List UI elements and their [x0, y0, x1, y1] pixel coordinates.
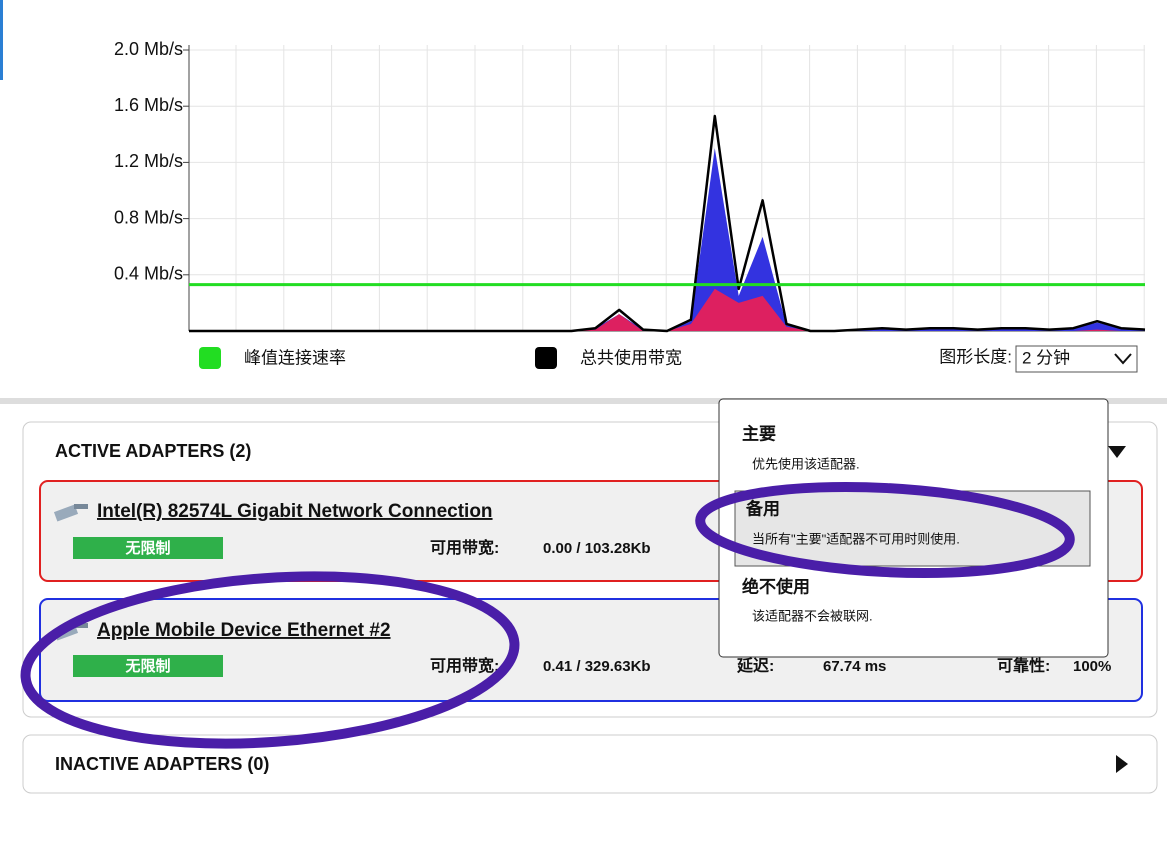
y-tick-label: 1.6 Mb/s [114, 95, 183, 115]
menu-option-desc: 优先使用该适配器. [752, 456, 860, 471]
limit-text: 无限制 [124, 657, 170, 675]
annotation-circle [20, 571, 520, 749]
graph-length-value: 2 分钟 [1022, 348, 1070, 367]
adapter-icon [53, 504, 88, 522]
adapter-name[interactable]: Apple Mobile Device Ethernet #2 [97, 620, 391, 641]
graph-length-select[interactable] [1015, 345, 1138, 373]
menu-option-highlight[interactable] [734, 490, 1091, 567]
adapter-name[interactable]: Intel(R) 82574L Gigabit Network Connecti… [97, 501, 493, 522]
bandwidth-value: 0.00 / 103.28Kb [543, 540, 651, 557]
menu-option-title[interactable]: 备用 [745, 498, 780, 518]
reliability-label: 可靠性: [997, 656, 1050, 675]
legend-label: 总共使用带宽 [580, 347, 682, 367]
area [189, 148, 1145, 331]
select-chevron [1114, 353, 1132, 365]
y-tick-label: 0.8 Mb/s [114, 207, 183, 227]
expand-arrow[interactable] [1116, 755, 1128, 773]
legend: 峰值连接速率 总共使用带宽 [199, 347, 682, 369]
latency-label: 延迟: [736, 656, 774, 675]
bandwidth-value: 0.41 / 329.63Kb [543, 658, 651, 675]
collapse-arrow[interactable] [1108, 446, 1126, 458]
menu-option-title[interactable]: 绝不使用 [742, 576, 810, 596]
menu-option-title[interactable]: 主要 [742, 423, 776, 443]
y-tick-label: 1.2 Mb/s [114, 151, 183, 171]
window-edge [0, 0, 3, 80]
latency-value: 67.74 ms [823, 658, 886, 675]
limit-text: 无限制 [124, 539, 170, 557]
legend-swatch [199, 347, 221, 369]
y-tick-label: 0.4 Mb/s [114, 264, 183, 284]
menu-option-desc: 该适配器不会被联网. [752, 608, 873, 623]
limit-badge[interactable] [73, 655, 223, 677]
annotation-circle [695, 481, 1075, 579]
limit-badge[interactable] [73, 537, 223, 559]
bandwidth-chart: 0.4 Mb/s 0.8 Mb/s 1.2 Mb/s 1.6 Mb/s 2.0 Mb/s [114, 39, 1146, 333]
inactive-title[interactable]: INACTIVE ADAPTERS (0) [55, 754, 269, 774]
legend-label: 峰值连接速率 [244, 348, 346, 367]
area [189, 288, 1145, 331]
bandwidth-label: 可用带宽: [430, 538, 499, 557]
graph-length-label: 图形长度: [939, 347, 1012, 366]
reliability-value: 100% [1073, 658, 1111, 675]
bandwidth-label: 可用带宽: [430, 656, 499, 675]
separator [0, 398, 1167, 404]
inactive-panel [22, 734, 1158, 794]
y-tick-label: 2.0 Mb/s [114, 39, 183, 59]
line [189, 114, 1146, 333]
active-title[interactable]: ACTIVE ADAPTERS (2) [55, 441, 251, 461]
menu-option-desc: 当所有"主要"适配器不可用时则使用. [752, 531, 960, 546]
legend-swatch [535, 347, 557, 369]
